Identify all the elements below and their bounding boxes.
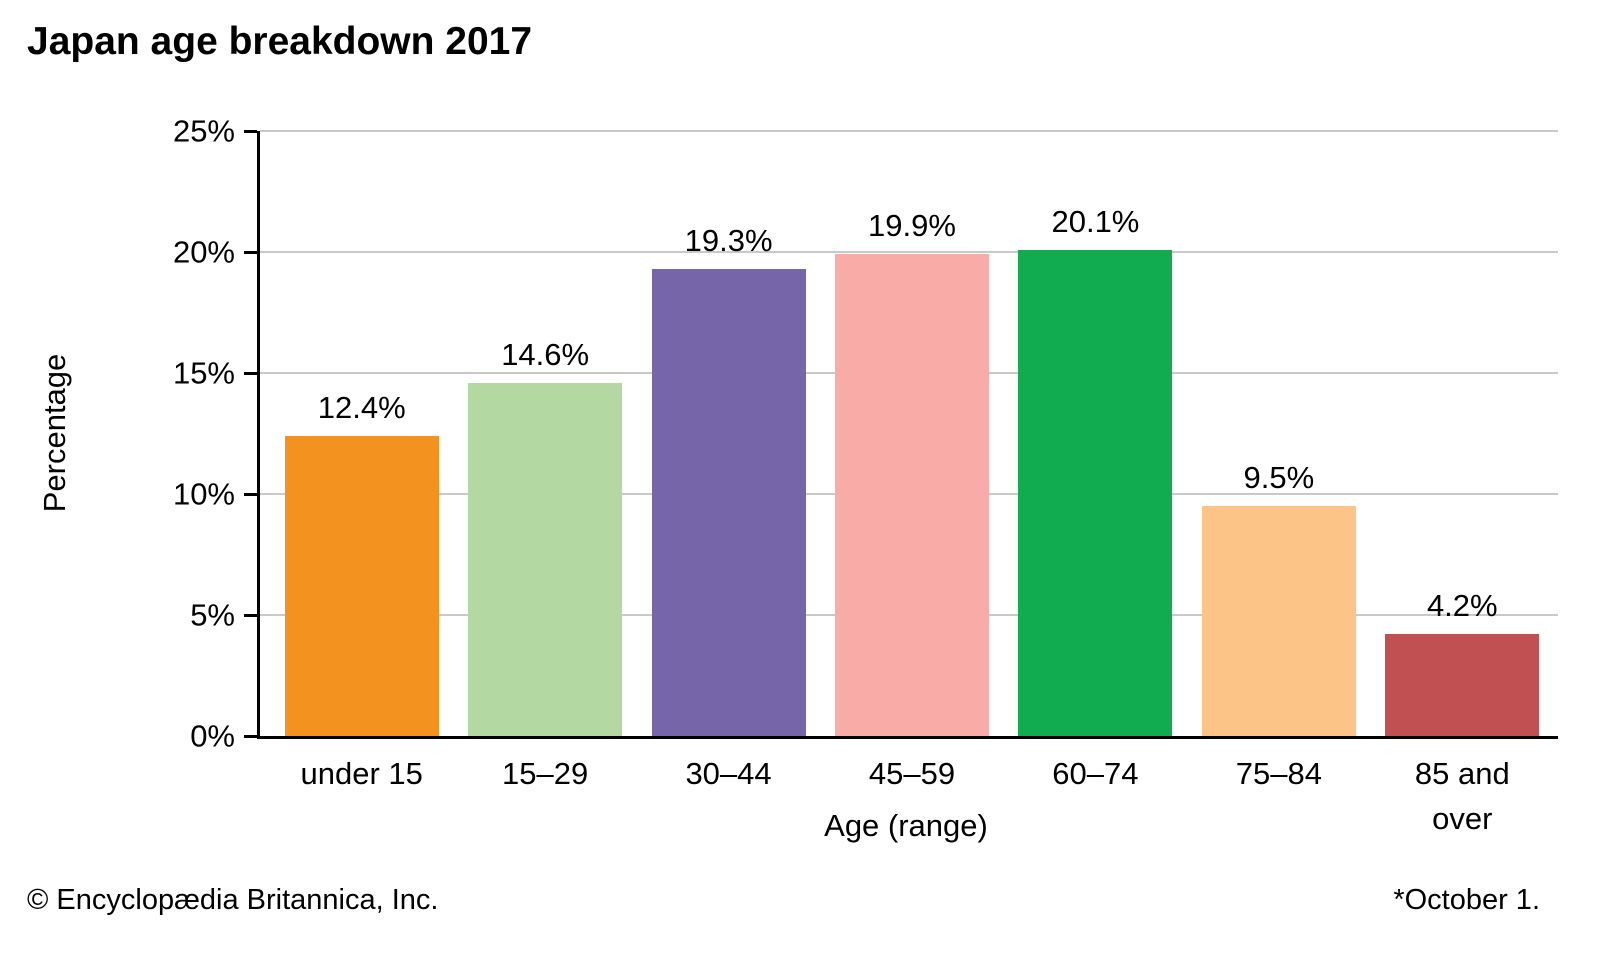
- x-tick-label: 75–84: [1235, 756, 1322, 791]
- bar-value-label: 19.9%: [868, 208, 956, 243]
- x-tick-label: under 15: [300, 756, 423, 791]
- gridline: [260, 130, 1558, 132]
- plot-area: 0% 5% 10% 15% 20% 25% 12.4% under 15 14.6% 15–29 1…: [173, 116, 1558, 836]
- y-tick-label: 25%: [172, 113, 235, 149]
- bar-value-label: 4.2%: [1426, 588, 1498, 623]
- bar-value-label: 14.6%: [501, 337, 590, 372]
- bar: [1201, 506, 1356, 736]
- gridline: [260, 251, 1558, 253]
- y-axis-tick: [244, 371, 257, 375]
- y-axis-title: Percentage: [37, 353, 72, 513]
- x-tick-label: 30–44: [685, 756, 772, 791]
- bar: [1385, 634, 1540, 736]
- y-axis-tick: [244, 613, 257, 617]
- y-tick-label: 10%: [172, 476, 235, 512]
- bar-value-label: 9.5%: [1243, 460, 1315, 495]
- x-tick-label: 15–29: [502, 756, 589, 791]
- bar: [468, 383, 623, 736]
- bar: [1018, 250, 1173, 736]
- x-tick-label: 85 and over: [1414, 756, 1510, 836]
- footer-copyright: © Encyclopædia Britannica, Inc.: [27, 884, 439, 916]
- y-axis-tick: [244, 492, 257, 496]
- x-axis-title: Age (range): [824, 808, 988, 843]
- footer-note: *October 1.: [1393, 884, 1540, 916]
- y-tick-label: 0%: [190, 718, 235, 754]
- x-tick-label: 60–74: [1052, 756, 1139, 791]
- y-axis-tick: [244, 250, 257, 254]
- bar: [284, 436, 439, 736]
- bar: [835, 254, 989, 736]
- bar-value-label: 19.3%: [684, 223, 773, 258]
- bar-value-label: 20.1%: [1051, 204, 1140, 239]
- chart-title: Japan age breakdown 2017: [27, 20, 533, 63]
- bar-value-label: 12.4%: [317, 390, 406, 425]
- x-tick-label: 45–59: [868, 756, 956, 791]
- y-axis-tick: [244, 734, 257, 738]
- y-tick-label: 20%: [172, 234, 235, 270]
- y-axis-tick: [244, 129, 257, 133]
- bar: [651, 269, 806, 736]
- y-tick-label: 5%: [190, 597, 235, 633]
- y-tick-label: 15%: [172, 355, 235, 391]
